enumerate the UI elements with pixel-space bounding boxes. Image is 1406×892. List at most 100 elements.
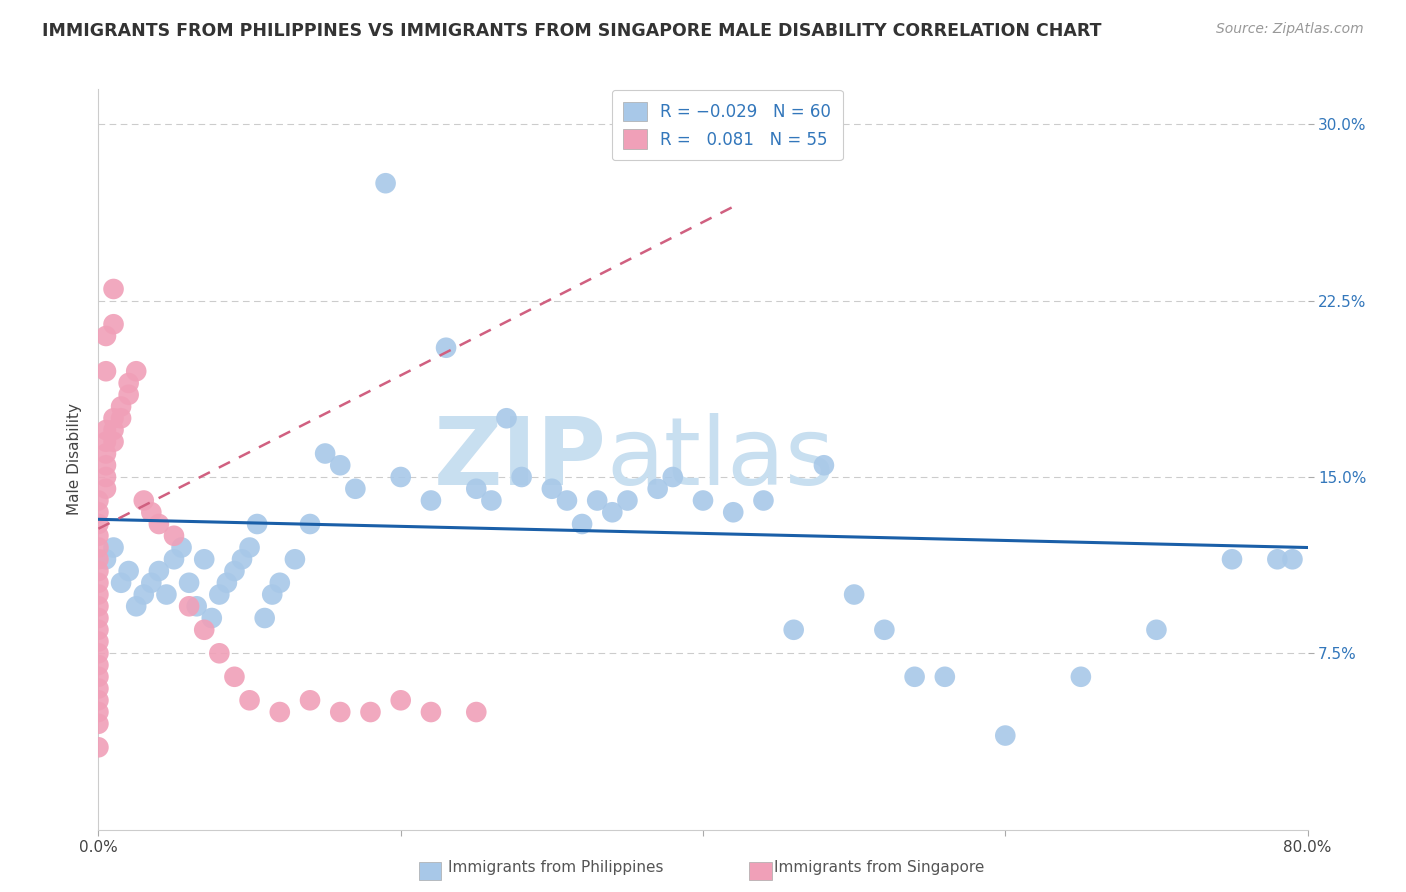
Point bbox=[87, 541, 110, 555]
Point bbox=[284, 552, 307, 566]
Point bbox=[87, 705, 110, 719]
Point bbox=[179, 575, 201, 590]
Point bbox=[163, 529, 186, 543]
Point bbox=[783, 623, 806, 637]
Point bbox=[87, 740, 110, 755]
Point bbox=[1220, 552, 1243, 566]
Point bbox=[87, 516, 110, 531]
Point bbox=[201, 611, 224, 625]
Point bbox=[1144, 623, 1167, 637]
Point bbox=[148, 516, 170, 531]
Point bbox=[87, 575, 110, 590]
Point bbox=[125, 599, 148, 614]
Point bbox=[163, 552, 186, 566]
Point bbox=[253, 611, 276, 625]
Point bbox=[813, 458, 835, 473]
Point bbox=[87, 658, 110, 673]
Point bbox=[239, 541, 262, 555]
Point bbox=[132, 588, 155, 602]
Point bbox=[179, 599, 201, 614]
Point bbox=[873, 623, 896, 637]
Point bbox=[389, 693, 412, 707]
Point bbox=[752, 493, 775, 508]
Point bbox=[647, 482, 669, 496]
Point bbox=[87, 681, 110, 696]
Point bbox=[110, 575, 132, 590]
Point bbox=[170, 541, 193, 555]
Point bbox=[434, 341, 457, 355]
Point bbox=[555, 493, 578, 508]
Point bbox=[329, 458, 352, 473]
Point bbox=[231, 552, 253, 566]
Point bbox=[141, 575, 163, 590]
Point bbox=[208, 588, 231, 602]
Point bbox=[94, 482, 117, 496]
Point bbox=[87, 716, 110, 731]
Point bbox=[208, 646, 231, 660]
Point bbox=[616, 493, 638, 508]
Point bbox=[94, 434, 117, 449]
Point bbox=[94, 446, 117, 460]
Point bbox=[103, 282, 125, 296]
Point bbox=[118, 376, 141, 390]
Point bbox=[118, 564, 141, 578]
Point bbox=[360, 705, 382, 719]
Point bbox=[155, 588, 177, 602]
Point bbox=[186, 599, 208, 614]
Point bbox=[269, 705, 291, 719]
Point bbox=[723, 505, 745, 519]
Point bbox=[661, 470, 683, 484]
Point bbox=[87, 611, 110, 625]
Point bbox=[224, 564, 246, 578]
Legend: R = −0.029   N = 60, R =   0.081   N = 55: R = −0.029 N = 60, R = 0.081 N = 55 bbox=[612, 90, 842, 161]
Text: ZIP: ZIP bbox=[433, 413, 606, 506]
Point bbox=[87, 552, 110, 566]
Point bbox=[87, 599, 110, 614]
Point bbox=[571, 516, 593, 531]
Point bbox=[103, 411, 125, 425]
Text: atlas: atlas bbox=[606, 413, 835, 506]
Point bbox=[465, 482, 488, 496]
Point bbox=[934, 670, 956, 684]
Point bbox=[94, 458, 117, 473]
Point bbox=[602, 505, 624, 519]
Point bbox=[420, 493, 443, 508]
Point bbox=[299, 693, 322, 707]
Point bbox=[904, 670, 927, 684]
Point bbox=[87, 646, 110, 660]
Point bbox=[510, 470, 533, 484]
Point bbox=[540, 482, 562, 496]
Point bbox=[87, 588, 110, 602]
Point bbox=[1281, 552, 1303, 566]
Point bbox=[125, 364, 148, 378]
Point bbox=[193, 623, 215, 637]
Point bbox=[314, 446, 336, 460]
Point bbox=[87, 693, 110, 707]
Point bbox=[94, 364, 117, 378]
Point bbox=[420, 705, 443, 719]
Point bbox=[299, 516, 322, 531]
Point bbox=[329, 705, 352, 719]
Point bbox=[246, 516, 269, 531]
Point bbox=[262, 588, 284, 602]
Point bbox=[87, 670, 110, 684]
Point bbox=[844, 588, 866, 602]
Point bbox=[103, 434, 125, 449]
Text: IMMIGRANTS FROM PHILIPPINES VS IMMIGRANTS FROM SINGAPORE MALE DISABILITY CORRELA: IMMIGRANTS FROM PHILIPPINES VS IMMIGRANT… bbox=[42, 22, 1102, 40]
Point bbox=[148, 564, 170, 578]
Text: Source: ZipAtlas.com: Source: ZipAtlas.com bbox=[1216, 22, 1364, 37]
Point bbox=[87, 634, 110, 648]
Point bbox=[586, 493, 609, 508]
Point bbox=[389, 470, 412, 484]
Point bbox=[110, 411, 132, 425]
Point bbox=[87, 493, 110, 508]
Point bbox=[224, 670, 246, 684]
Point bbox=[103, 317, 125, 331]
Y-axis label: Male Disability: Male Disability bbox=[67, 403, 83, 516]
Text: Immigrants from Singapore: Immigrants from Singapore bbox=[773, 861, 984, 875]
Point bbox=[103, 541, 125, 555]
Point bbox=[94, 470, 117, 484]
Point bbox=[87, 529, 110, 543]
Point bbox=[87, 505, 110, 519]
Point bbox=[193, 552, 215, 566]
